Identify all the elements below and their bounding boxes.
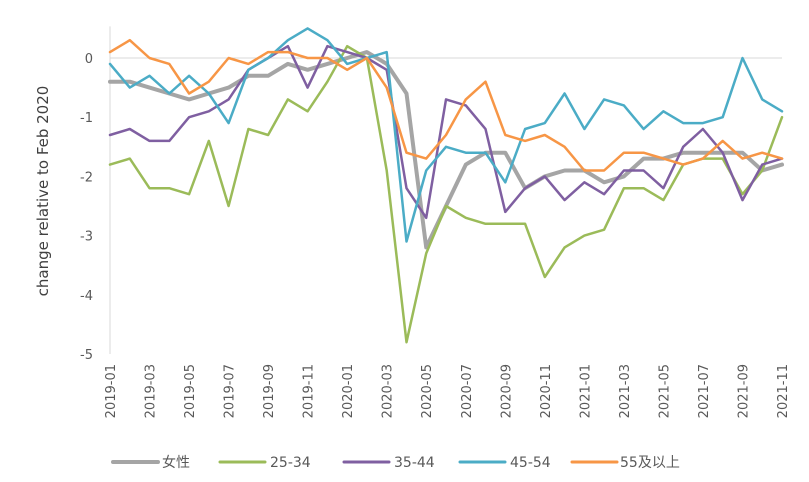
series-line-5 [108, 38, 784, 172]
y-axis-label: change relative to Feb 2020 [34, 86, 52, 297]
series-line-4 [108, 27, 784, 243]
legend: 女性 25-34 35-44 45-54 55及以上 [111, 454, 680, 471]
y-tick-label: -1 [80, 111, 93, 126]
y-tick-label: 0 [85, 52, 93, 67]
x-tick-label: 2021-01 [578, 364, 593, 418]
x-tick-label: 2021-09 [736, 364, 751, 418]
series-layer [108, 27, 784, 344]
x-tick-label: 2021-07 [697, 364, 712, 418]
x-tick-label: 2019-01 [104, 364, 119, 418]
x-tick-label: 2021-03 [618, 364, 633, 418]
x-tick-label: 2019-09 [262, 364, 277, 418]
legend-label: 45-54 [510, 455, 551, 471]
x-tick-label: 2019-11 [302, 364, 317, 418]
x-tick-label: 2020-11 [539, 364, 554, 418]
series-line-3 [108, 44, 784, 220]
x-tick-label: 2020-09 [499, 364, 514, 418]
y-tick-label: -3 [80, 230, 93, 245]
x-tick-label: 2019-05 [183, 364, 198, 418]
legend-label: 55及以上 [620, 455, 680, 471]
x-tick-label: 2020-03 [381, 364, 396, 418]
x-tick-label: 2020-05 [420, 364, 435, 418]
y-tick-label: -5 [80, 348, 93, 363]
axes: 0 -1 -2 -3 -4 -5 2019-01 2019-03 2019-05 2019-07 2… [80, 26, 791, 418]
x-tick-label: 2021-11 [776, 364, 791, 418]
x-tick-label: 2021-05 [657, 364, 672, 418]
x-tick-label: 2019-03 [144, 364, 159, 418]
legend-label: 25-34 [270, 455, 311, 471]
x-tick-label: 2020-01 [341, 364, 356, 418]
series-line-2 [108, 44, 784, 344]
y-tick-label: -2 [80, 170, 93, 185]
y-tick-label: -4 [80, 289, 93, 304]
legend-label: 女性 [162, 454, 190, 471]
x-tick-label: 2019-07 [223, 364, 238, 418]
x-tick-label: 2020-07 [460, 364, 475, 418]
legend-label: 35-44 [394, 455, 435, 471]
